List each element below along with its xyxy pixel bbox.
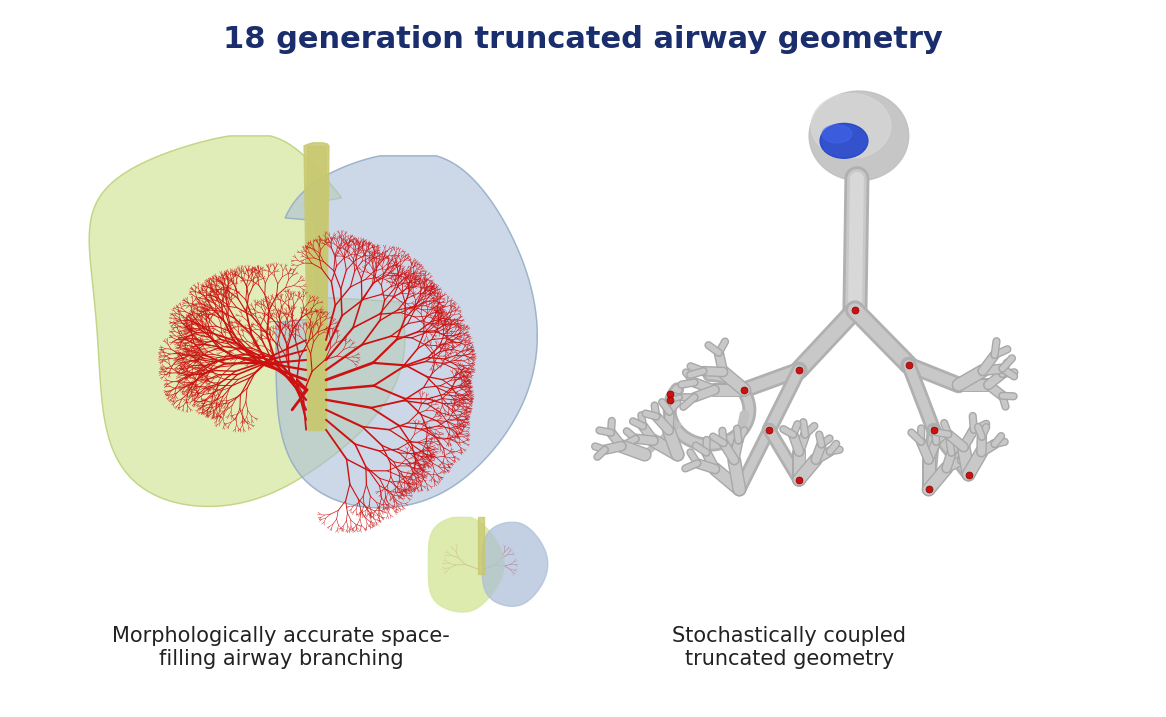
Ellipse shape: [809, 91, 908, 181]
Polygon shape: [90, 136, 405, 506]
Ellipse shape: [820, 123, 868, 158]
Ellipse shape: [812, 93, 891, 158]
Text: Morphologically accurate space-
filling airway branching: Morphologically accurate space- filling …: [112, 626, 450, 669]
Polygon shape: [276, 156, 538, 508]
Polygon shape: [428, 518, 504, 612]
Polygon shape: [482, 523, 548, 607]
Text: Stochastically coupled
truncated geometry: Stochastically coupled truncated geometr…: [672, 626, 906, 669]
Polygon shape: [304, 143, 329, 429]
Ellipse shape: [822, 125, 852, 143]
Text: 18 generation truncated airway geometry: 18 generation truncated airway geometry: [223, 25, 943, 54]
